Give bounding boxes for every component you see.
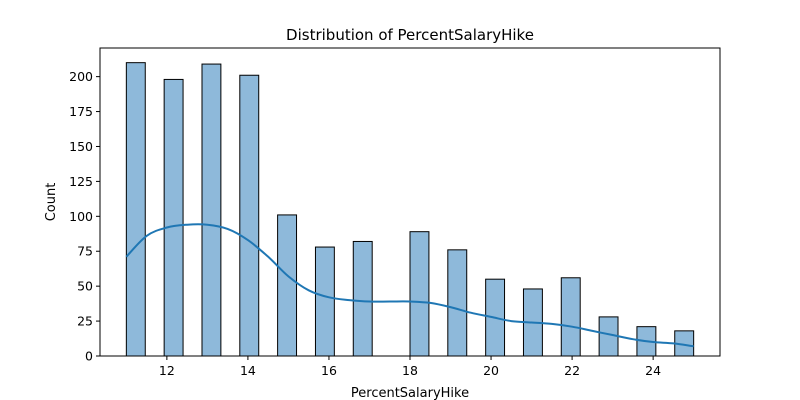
y-tick-label-175: 175 [69,104,93,119]
kde-curve [125,223,694,348]
bar-5 [314,246,335,357]
y-tick-label-100: 100 [69,209,93,224]
y-tick-label-150: 150 [69,139,93,154]
x-tick-label-16: 16 [321,363,337,378]
x-tick-label-20: 20 [483,363,499,378]
x-tick-label-12: 12 [159,363,175,378]
x-axis: 12 14 16 18 20 22 24 [159,356,661,378]
y-tick-label-50: 50 [77,279,93,294]
y-tick-label-0: 0 [85,349,93,364]
bar-6 [352,240,373,357]
y-axis-label: Count [44,183,59,222]
x-tick-label-24: 24 [645,363,661,378]
y-tick-label-75: 75 [77,244,93,259]
x-tick-label-18: 18 [402,363,418,378]
x-tick-label-14: 14 [240,363,256,378]
bar-0 [125,62,146,357]
bar-3 [239,74,260,357]
y-tick-label-125: 125 [69,174,93,189]
bar-7 [409,231,430,357]
y-tick-label-200: 200 [69,69,93,84]
bar-4 [277,214,298,357]
kde-line [125,223,694,348]
y-axis: 0 25 50 75 100 125 150 175 200 [69,69,100,364]
x-axis-label: PercentSalaryHike [351,386,469,400]
bar-8 [447,249,468,357]
chart-title: Distribution of PercentSalaryHike [286,26,534,44]
bar-2 [201,63,222,357]
bar-11 [560,277,581,357]
y-tick-label-25: 25 [77,314,93,329]
bars [125,62,695,357]
x-tick-label-22: 22 [564,363,580,378]
bar-1 [163,78,184,357]
